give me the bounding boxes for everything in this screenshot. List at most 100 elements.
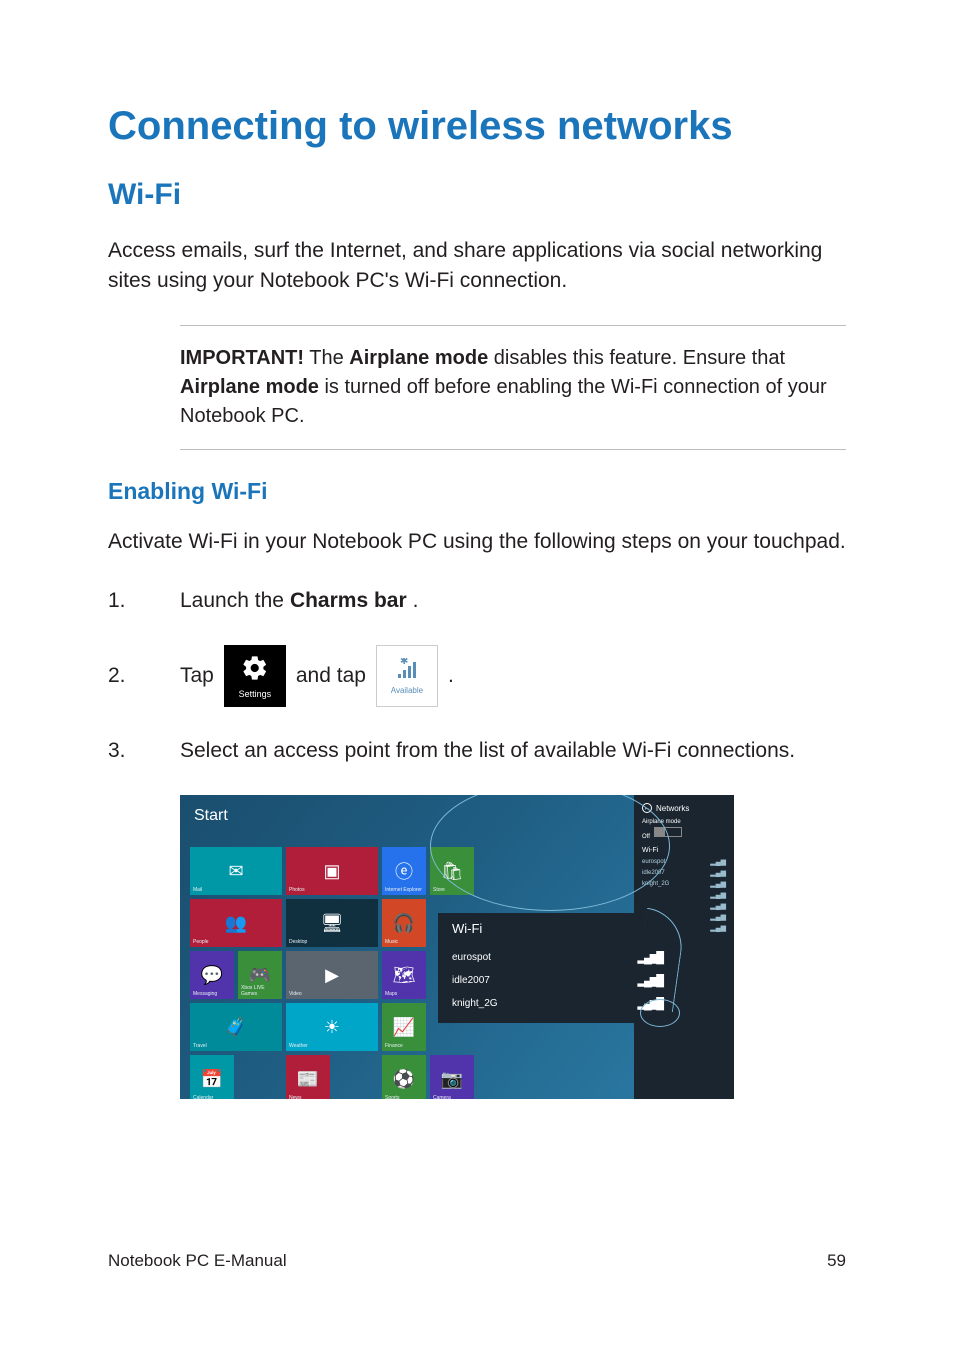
start-screen-screenshot: Start ✉Mail ▣Photos ⓔ Internet Explorer 🛍… [180, 795, 734, 1099]
back-icon[interactable]: ← [642, 803, 652, 813]
important-bold1: Airplane mode [349, 347, 488, 369]
network-row[interactable]: eurospot ▂▄▆ [642, 858, 726, 866]
tile-caption: Camera [433, 1095, 451, 1099]
svg-text:✱: ✱ [400, 658, 408, 667]
wifi-available-icon: ✱ Available [376, 645, 438, 707]
network-row[interactable]: ▂▄▆ [642, 891, 726, 899]
airplane-toggle[interactable] [654, 827, 682, 837]
tile-caption: Weather [289, 1043, 308, 1049]
tile-mail[interactable]: ✉Mail [190, 847, 282, 895]
wifi-name: idle2007 [452, 975, 490, 986]
body-paragraph: Activate Wi-Fi in your Notebook PC using… [108, 527, 846, 557]
news-icon: 📰 [297, 1069, 319, 1090]
network-row[interactable]: knight_2G ▂▄▆ [642, 880, 726, 888]
calendar-icon: 📅 [201, 1069, 223, 1090]
signal-icon: ▂▄▆ [710, 858, 726, 866]
games-icon: 🎮 [249, 965, 271, 986]
tile-games[interactable]: 🎮Xbox LIVE Games [238, 951, 282, 999]
signal-icon: ▂▄▆█ [637, 997, 662, 1010]
tile-photos[interactable]: ▣Photos [286, 847, 378, 895]
step-text: Launch the [180, 589, 284, 613]
tile-finance[interactable]: 📈 Finance [382, 1003, 426, 1051]
tile-caption: Desktop [289, 939, 307, 945]
tile-messaging[interactable]: 💬Messaging [190, 951, 234, 999]
available-label: Available [391, 686, 423, 695]
tile-caption: Travel [193, 1043, 207, 1049]
important-note: IMPORTANT! The Airplane mode disables th… [180, 325, 846, 450]
tile-camera[interactable]: 📷 Camera [430, 1055, 474, 1099]
mail-icon: ✉ [228, 861, 243, 882]
tile-caption: Sports [385, 1095, 399, 1099]
tile-ie[interactable]: ⓔ Internet Explorer [382, 847, 426, 895]
wifi-network-row[interactable]: idle2007 ▂▄▆█ [452, 969, 662, 992]
page-footer: Notebook PC E-Manual 59 [108, 1251, 846, 1271]
maps-icon: 🗺 [393, 965, 416, 986]
wifi-network-row[interactable]: knight_2G ▂▄▆█ [452, 992, 662, 1015]
tile-caption: Internet Explorer [385, 887, 422, 893]
wifi-section-label: Wi-Fi [642, 847, 726, 854]
tile-caption: Store [433, 887, 445, 893]
camera-icon: 📷 [441, 1069, 463, 1090]
section-heading: Wi-Fi [108, 178, 846, 212]
tile-news[interactable]: 📰 News [286, 1055, 330, 1099]
important-bold2: Airplane mode [180, 376, 319, 398]
signal-icon: ▂▄▆ [710, 869, 726, 877]
tile-store[interactable]: 🛍 Store [430, 847, 474, 895]
intro-paragraph: Access emails, surf the Internet, and sh… [108, 236, 846, 297]
important-text2: disables this feature. Ensure that [488, 347, 785, 369]
video-icon: ▶ [325, 965, 339, 986]
callout-header: Wi-Fi [452, 921, 662, 936]
tile-people[interactable]: 👥People [190, 899, 282, 947]
tile-music[interactable]: 🎧Music [382, 899, 426, 947]
step-2: 2. Tap Settings and tap ✱ [108, 645, 846, 707]
networks-header: ← Networks [642, 803, 726, 813]
airplane-state: Off [642, 834, 650, 840]
photos-icon: ▣ [323, 861, 340, 882]
tile-caption: Video [289, 991, 302, 997]
settings-label: Settings [239, 689, 272, 699]
weather-icon: ☀ [324, 1017, 340, 1038]
wifi-name: eurospot [452, 952, 491, 963]
tile-video[interactable]: ▶ Video [286, 951, 378, 999]
signal-icon: ▂▄▆ [710, 880, 726, 888]
network-row[interactable]: idle2007 ▂▄▆ [642, 869, 726, 877]
network-name: idle2007 [642, 870, 665, 876]
signal-bars-icon: ✱ [394, 658, 420, 686]
tile-travel[interactable]: 🧳Travel [190, 1003, 282, 1051]
wifi-name: knight_2G [452, 998, 498, 1009]
tile-calendar[interactable]: 📅Calendar [190, 1055, 234, 1099]
settings-charm-icon: Settings [224, 645, 286, 707]
finance-icon: 📈 [393, 1017, 415, 1038]
music-icon: 🎧 [393, 913, 415, 934]
start-tiles: ✉Mail ▣Photos ⓔInternet Explorer 🛍Store … [190, 847, 474, 1099]
tile-caption: Xbox LIVE Games [241, 985, 282, 997]
store-icon: 🛍 [441, 861, 464, 882]
tile-caption: News [289, 1095, 302, 1099]
step-bold: Charms bar [290, 589, 407, 613]
tile-desktop[interactable]: 🖥Desktop [286, 899, 378, 947]
tile-caption: Maps [385, 991, 397, 997]
page-title: Connecting to wireless networks [108, 102, 846, 150]
tile-weather[interactable]: ☀ Weather [286, 1003, 378, 1051]
tile-maps[interactable]: 🗺 Maps [382, 951, 426, 999]
network-row[interactable]: ▂▄▆ [642, 902, 726, 910]
start-label: Start [194, 807, 228, 825]
ie-icon: ⓔ [395, 858, 413, 884]
tile-caption: Finance [385, 1043, 403, 1049]
step-number: 2. [108, 664, 180, 688]
tile-caption: People [193, 939, 209, 945]
step-text-b: and tap [296, 664, 366, 688]
important-text: The [304, 347, 349, 369]
footer-left: Notebook PC E-Manual [108, 1251, 287, 1271]
network-name: knight_2G [642, 881, 669, 887]
step-number: 3. [108, 739, 180, 763]
step-number: 1. [108, 589, 180, 613]
signal-icon: ▂▄▆ [710, 924, 726, 932]
wifi-network-row[interactable]: eurospot ▂▄▆█ [452, 946, 662, 969]
signal-icon: ▂▄▆ [710, 913, 726, 921]
network-name: eurospot [642, 859, 665, 865]
tile-sports[interactable]: ⚽Sports [382, 1055, 426, 1099]
step-text-end: . [413, 589, 419, 613]
networks-title: Networks [656, 804, 689, 813]
airplane-mode-label: Airplane mode [642, 819, 726, 825]
